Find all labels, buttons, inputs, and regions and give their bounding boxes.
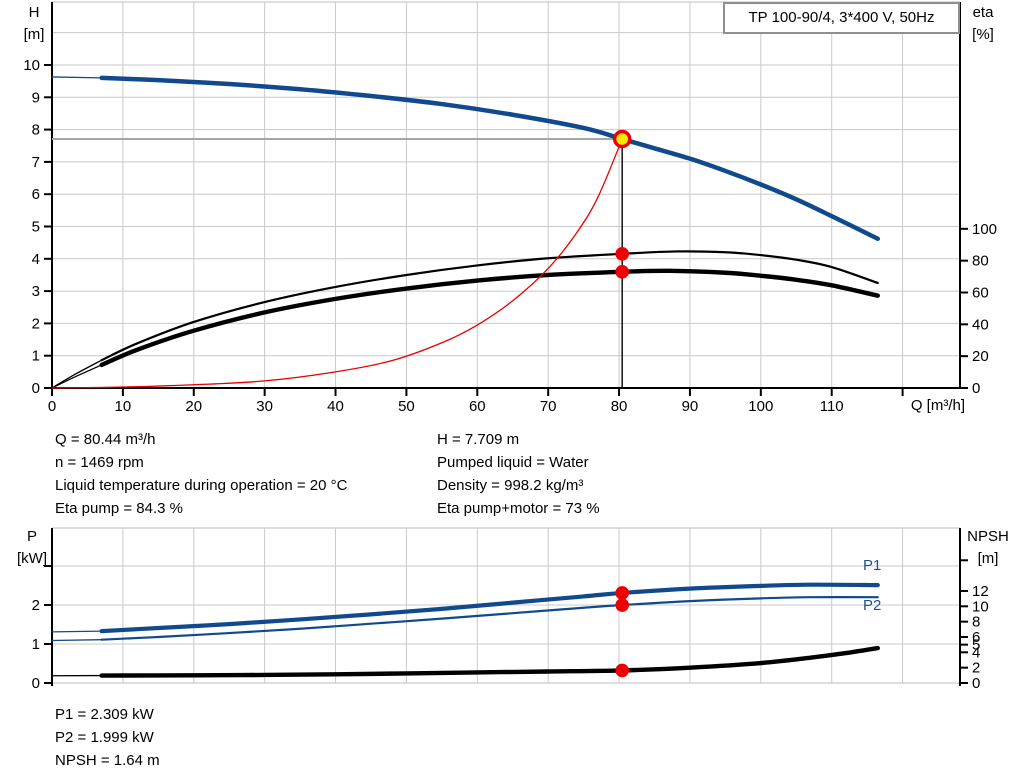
right-axis-tick-label: 8 — [972, 614, 980, 631]
right-axis-tick-label: 0 — [972, 675, 980, 692]
head-curve — [99, 75, 881, 242]
left-axis-tick-label: 0 — [32, 380, 40, 397]
annotation-flow: Q = 80.44 m³/h — [55, 431, 156, 448]
npsh-axis-title-unit: [m] — [977, 550, 999, 567]
p-axis-title-symbol: P — [26, 528, 37, 545]
right-axis-tick-label: 5 — [972, 637, 980, 654]
right-axis-tick-label: 0 — [972, 380, 980, 397]
eta-pump-curve — [100, 250, 879, 362]
annotation-p1: P1 = 2.309 kW — [55, 706, 154, 723]
left-axis-tick-label: 10 — [23, 57, 40, 74]
duty-point-marker[interactable] — [612, 129, 632, 149]
annotation-head: H = 7.709 m — [437, 431, 520, 448]
p2-curve-label: P2 — [863, 597, 882, 614]
q-axis-title: Q [m³/h] — [910, 397, 965, 414]
system-curve — [51, 138, 623, 389]
x-axis-tick-label: 20 — [185, 398, 202, 415]
p1-curve — [99, 582, 880, 634]
p2-curve — [51, 639, 103, 642]
p2-curve — [100, 596, 879, 641]
p-axis-title-unit: [kW] — [17, 550, 47, 567]
left-axis-tick-label: 3 — [32, 283, 40, 300]
operating-value-dot — [615, 586, 629, 600]
x-axis-tick-label: 70 — [540, 398, 557, 415]
head-curve — [51, 76, 103, 79]
x-axis-tick-label: 100 — [748, 398, 773, 415]
right-axis-tick-label: 60 — [972, 284, 989, 301]
eta-pump-motor-curve — [51, 364, 103, 389]
right-axis-tick-label: 4 — [972, 644, 980, 661]
operating-value-dot — [615, 265, 629, 279]
p1-curve-label: P1 — [863, 557, 882, 574]
h-axis-title-unit: [m] — [23, 26, 45, 43]
h-axis-title: H [m] — [14, 2, 54, 46]
left-axis-tick-label: 1 — [32, 636, 40, 653]
h-axis-title-symbol: H — [28, 4, 40, 21]
p-axis-title: P [kW] — [10, 526, 54, 570]
npsh-axis-title: NPSH [m] — [958, 526, 1018, 570]
eta-axis-title-symbol: eta — [972, 4, 994, 21]
x-axis-tick-label: 0 — [48, 398, 56, 415]
left-axis-tick-label: 7 — [32, 154, 40, 171]
eta-pump-motor-curve — [99, 268, 880, 368]
eta-axis-title: eta [%] — [958, 2, 1008, 46]
x-axis-tick-label: 30 — [256, 398, 273, 415]
annotation-liquid-temperature: Liquid temperature during operation = 20… — [55, 477, 348, 494]
right-axis-tick-label: 100 — [972, 221, 997, 238]
operating-value-dot — [615, 247, 629, 261]
annotation-eta-pump-motor: Eta pump+motor = 73 % — [437, 500, 600, 517]
left-axis-tick-label: 2 — [32, 315, 40, 332]
right-axis-tick-label: 80 — [972, 253, 989, 270]
annotation-density: Density = 998.2 kg/m³ — [437, 477, 584, 494]
x-axis-tick-label: 40 — [327, 398, 344, 415]
npsh-axis-title-symbol: NPSH — [967, 528, 1009, 545]
x-axis-tick-label: 90 — [682, 398, 699, 415]
annotation-eta-pump: Eta pump = 84.3 % — [55, 500, 183, 517]
x-axis-tick-label: 60 — [469, 398, 486, 415]
operating-value-dot — [615, 663, 629, 678]
annotation-pumped-liquid: Pumped liquid = Water — [437, 454, 589, 471]
x-axis-tick-label: 50 — [398, 398, 415, 415]
left-axis-tick-label: 9 — [32, 89, 40, 106]
left-axis-tick-label: 5 — [32, 218, 40, 235]
right-axis-tick-label: 6 — [972, 629, 980, 646]
right-axis-tick-label: 40 — [972, 316, 989, 333]
left-axis-tick-label: 2 — [32, 597, 40, 614]
annotation-npsh: NPSH = 1.64 m — [55, 752, 160, 769]
duty-data-left-column: Q = 80.44 m³/h n = 1469 rpm Liquid tempe… — [55, 428, 347, 520]
left-axis-tick-label: 4 — [32, 251, 40, 268]
annotation-p2: P2 = 1.999 kW — [55, 729, 154, 746]
right-axis-tick-label: 2 — [972, 660, 980, 677]
left-axis-tick-label: 1 — [32, 348, 40, 365]
operating-value-dot — [615, 598, 629, 612]
results-text-block: P1 = 2.309 kW P2 = 1.999 kW NPSH = 1.64 … — [55, 703, 160, 772]
right-axis-tick-label: 20 — [972, 348, 989, 365]
right-axis-tick-label: 10 — [972, 598, 989, 615]
left-axis-tick-label: 0 — [32, 675, 40, 692]
eta-axis-title-unit: [%] — [972, 26, 994, 43]
pump-type-title-box: TP 100-90/4, 3*400 V, 50Hz — [723, 2, 960, 34]
left-axis-tick-label: 6 — [32, 186, 40, 203]
duty-data-right-column: H = 7.709 m Pumped liquid = Water Densit… — [437, 428, 600, 520]
x-axis-tick-label: 10 — [115, 398, 132, 415]
x-axis-tick-label: 110 — [820, 398, 844, 415]
x-axis-tick-label: 80 — [611, 398, 628, 415]
npsh-curve — [99, 645, 880, 678]
annotation-speed: n = 1469 rpm — [55, 454, 144, 471]
right-axis-tick-label: 12 — [972, 583, 989, 600]
left-axis-tick-label: 8 — [32, 122, 40, 139]
p1-curve — [51, 630, 103, 633]
